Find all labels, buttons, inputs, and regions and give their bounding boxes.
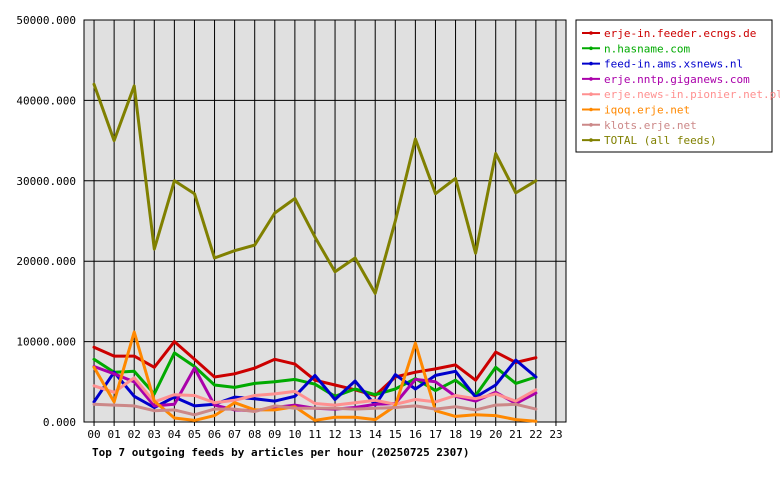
x-tick-label: 03 [148, 428, 161, 441]
legend: erje-in.feeder.ecngs.de n.hasname.com feed… [575, 19, 780, 153]
legend-marker [589, 77, 593, 81]
x-tick-label: 21 [509, 428, 522, 441]
series-line [92, 82, 538, 295]
legend-marker [589, 107, 593, 112]
legend-label: erje.news-in.pionier.net.pl [604, 88, 780, 101]
x-tick-label: 19 [469, 428, 482, 441]
x-tick-label: 08 [248, 428, 261, 441]
series-lines [92, 82, 538, 423]
legend-marker [589, 138, 593, 142]
grid-lines [84, 19, 566, 423]
y-tick-label: 30000.000 [16, 175, 76, 188]
x-tick-label: 06 [208, 428, 221, 441]
x-tick-label: 11 [308, 428, 321, 441]
x-tick-label: 12 [328, 428, 341, 441]
legend-box [575, 19, 773, 153]
x-tick-label: 13 [349, 428, 362, 441]
x-tick-label: 00 [87, 428, 100, 441]
legend-label: feed-in.ams.xsnews.nl [604, 58, 743, 71]
x-tick-label: 18 [449, 428, 462, 441]
series-line [92, 340, 538, 397]
series-line [92, 351, 538, 398]
series-line [92, 402, 538, 417]
x-tick-label: 17 [429, 428, 442, 441]
chart-title: Top 7 outgoing feeds by articles per hou… [92, 446, 470, 459]
x-tick-label: 09 [268, 428, 281, 441]
x-tick-label: 14 [369, 428, 383, 441]
legend-label: TOTAL (all feeds) [604, 134, 717, 147]
y-tick-label: 40000.000 [16, 94, 76, 107]
series-line [92, 330, 538, 423]
legend-marker [589, 61, 593, 66]
legend-label: n.hasname.com [604, 42, 690, 55]
plot-background [83, 19, 567, 423]
x-tick-label: 01 [108, 428, 121, 441]
x-tick-label: 16 [409, 428, 422, 441]
y-tick-label: 50000.000 [16, 14, 76, 27]
x-tick-label: 04 [168, 428, 182, 441]
legend-label: erje-in.feeder.ecngs.de [604, 27, 756, 40]
x-tick-label: 23 [549, 428, 562, 441]
legend-marker [589, 31, 593, 35]
legend-label: klots.erje.net [604, 119, 697, 132]
y-axis-ticks: 0.000 10000.000 20000.000 30000.000 40000.00… [16, 14, 76, 429]
x-tick-label: 22 [529, 428, 542, 441]
legend-marker [589, 92, 593, 96]
x-tick-label: 10 [288, 428, 301, 441]
y-tick-label: 10000.000 [16, 336, 76, 349]
series-line [92, 376, 538, 407]
x-tick-label: 05 [188, 428, 201, 441]
series-line [92, 358, 538, 409]
legend-label: erje.nntp.giganews.com [604, 73, 750, 86]
x-axis-ticks: 00 01 02 03 04 05 06 07 08 09 10 11 12 13 14 15 16 17 18 19… [87, 422, 563, 441]
x-tick-label: 02 [128, 428, 141, 441]
y-tick-label: 20000.000 [16, 255, 76, 268]
x-tick-label: 07 [228, 428, 241, 441]
x-tick-label: 15 [389, 428, 402, 441]
y-tick-label: 0.000 [43, 416, 76, 429]
legend-label: iqoq.erje.net [604, 104, 690, 117]
legend-marker [589, 123, 593, 127]
x-tick-label: 20 [489, 428, 502, 441]
legend-marker [589, 46, 593, 51]
